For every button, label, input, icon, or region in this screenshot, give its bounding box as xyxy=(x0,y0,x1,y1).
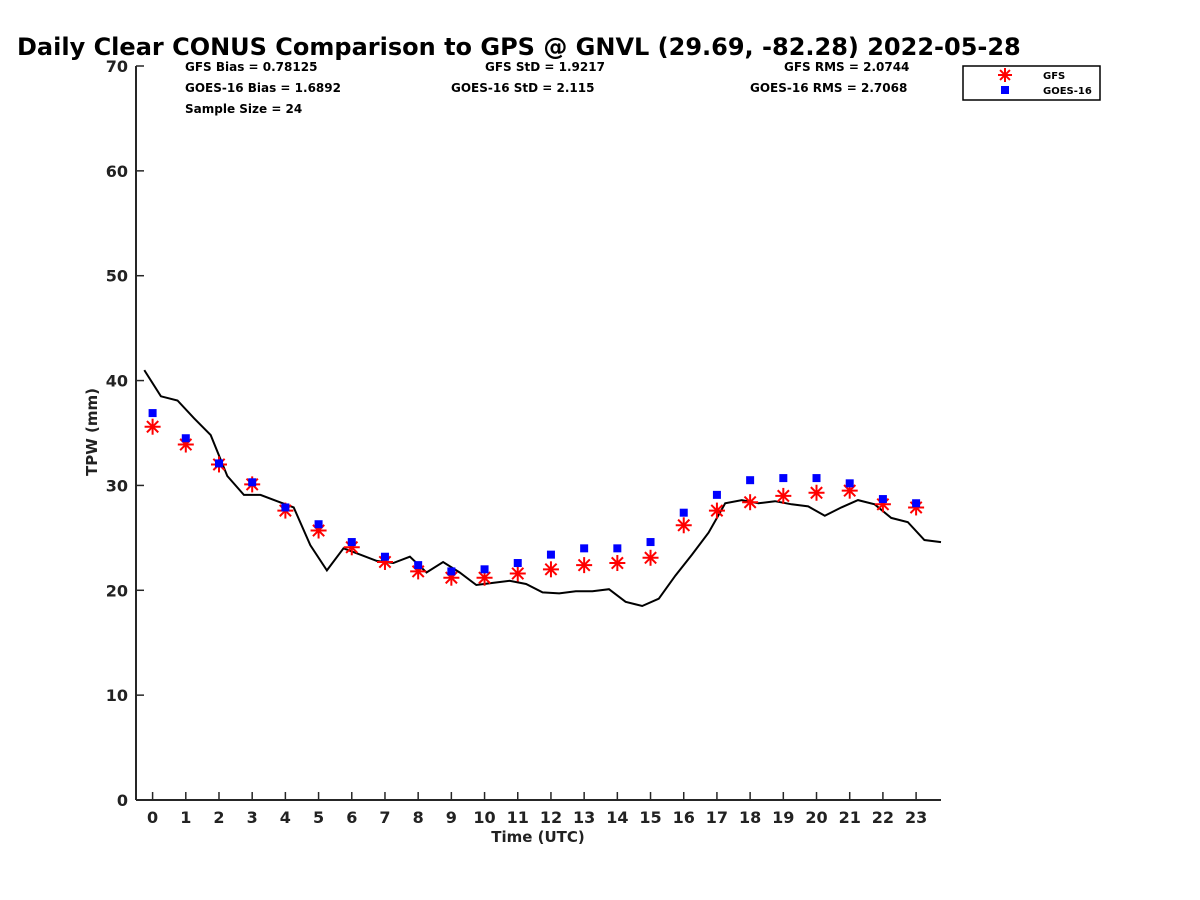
goes-point xyxy=(380,552,389,561)
y-tick-label: 20 xyxy=(106,581,128,600)
goes-point xyxy=(248,478,257,487)
x-tick-label: 1 xyxy=(180,808,191,827)
goes-point xyxy=(546,550,555,559)
x-tick-label: 22 xyxy=(872,808,894,827)
gfs-point xyxy=(542,561,559,578)
goes-point xyxy=(181,434,190,443)
x-tick-label: 4 xyxy=(280,808,291,827)
stat-gfs-rms: GFS RMS = 2.0744 xyxy=(784,60,909,74)
x-tick-label: 16 xyxy=(673,808,695,827)
goes-point xyxy=(812,474,821,483)
y-tick-label: 60 xyxy=(106,162,128,181)
stat-gfs-std: GFS StD = 1.9217 xyxy=(485,60,605,74)
gfs-point xyxy=(742,494,759,511)
legend-goes-label: GOES-16 xyxy=(1043,86,1092,97)
stat-sample-size: Sample Size = 24 xyxy=(185,102,302,116)
x-tick-label: 13 xyxy=(573,808,595,827)
plot-area xyxy=(143,369,942,608)
legend-box xyxy=(962,65,1101,101)
goes-point xyxy=(580,544,589,553)
y-tick-label: 40 xyxy=(106,372,128,391)
x-tick-label: 20 xyxy=(805,808,827,827)
goes-point xyxy=(878,495,887,504)
x-tick-label: 8 xyxy=(413,808,424,827)
x-tick-label: 6 xyxy=(346,808,357,827)
goes-point xyxy=(214,459,223,468)
x-tick-label: 2 xyxy=(213,808,224,827)
legend-gfs-marker xyxy=(998,68,1012,82)
goes-point xyxy=(912,499,921,508)
stat-goes-rms: GOES-16 RMS = 2.7068 xyxy=(750,81,907,95)
legend-gfs-label: GFS xyxy=(1043,71,1065,82)
chart-title: Daily Clear CONUS Comparison to GPS @ GN… xyxy=(17,33,1021,61)
goes-point xyxy=(613,544,622,553)
y-axis-ticks: 0 10 20 30 40 50 60 70 xyxy=(106,57,144,810)
goes-point xyxy=(679,508,688,517)
x-axis-label: Time (UTC) xyxy=(491,828,585,846)
gfs-point xyxy=(808,484,825,501)
series-line xyxy=(143,369,942,608)
x-tick-label: 11 xyxy=(507,808,529,827)
x-tick-label: 9 xyxy=(446,808,457,827)
x-tick-label: 18 xyxy=(739,808,761,827)
x-tick-label: 10 xyxy=(473,808,495,827)
x-tick-label: 21 xyxy=(839,808,861,827)
gfs-point xyxy=(144,418,161,435)
y-axis-label: TPW (mm) xyxy=(83,388,101,476)
goes-point xyxy=(347,538,356,547)
y-tick-label: 10 xyxy=(106,686,128,705)
gfs-point xyxy=(675,517,692,534)
y-tick-label: 30 xyxy=(106,476,128,495)
goes-point xyxy=(281,503,290,512)
x-tick-label: 23 xyxy=(905,808,927,827)
goes-point xyxy=(513,559,522,568)
x-tick-label: 7 xyxy=(379,808,390,827)
goes-point xyxy=(314,520,323,529)
x-tick-label: 5 xyxy=(313,808,324,827)
gfs-point xyxy=(509,565,526,582)
gfs-point xyxy=(576,557,593,574)
goes-point xyxy=(480,565,489,574)
y-tick-label: 50 xyxy=(106,267,128,286)
goes-point xyxy=(779,474,788,483)
x-tick-label: 14 xyxy=(606,808,628,827)
gfs-point xyxy=(609,555,626,572)
legend-gfs-asterisk xyxy=(998,68,1012,82)
gfs-point xyxy=(708,502,725,519)
goes-point xyxy=(746,476,755,485)
x-tick-label: 0 xyxy=(147,808,158,827)
legend-goes-marker xyxy=(1001,86,1009,94)
goes-point xyxy=(148,409,157,418)
stat-goes-bias: GOES-16 Bias = 1.6892 xyxy=(185,81,341,95)
y-tick-label: 70 xyxy=(106,57,128,76)
x-tick-label: 12 xyxy=(540,808,562,827)
x-tick-label: 17 xyxy=(706,808,728,827)
stat-goes-std: GOES-16 StD = 2.115 xyxy=(451,81,594,95)
legend: GFS GOES-16 xyxy=(962,65,1101,101)
goes-point xyxy=(646,538,655,547)
gfs-point xyxy=(775,487,792,504)
goes-point xyxy=(414,561,423,570)
x-tick-label: 15 xyxy=(639,808,661,827)
goes-point xyxy=(845,479,854,488)
x-tick-label: 19 xyxy=(772,808,794,827)
stat-gfs-bias: GFS Bias = 0.78125 xyxy=(185,60,317,74)
y-tick-label: 0 xyxy=(117,791,128,810)
goes-point xyxy=(447,567,456,576)
x-tick-label: 3 xyxy=(247,808,258,827)
gfs-point xyxy=(642,549,659,566)
goes-point xyxy=(712,490,721,499)
x-axis-ticks: 0 1 2 3 4 5 6 7 8 9 10 11 12 13 14 15 16 17 18 19 20 21 22 23 xyxy=(147,792,927,827)
